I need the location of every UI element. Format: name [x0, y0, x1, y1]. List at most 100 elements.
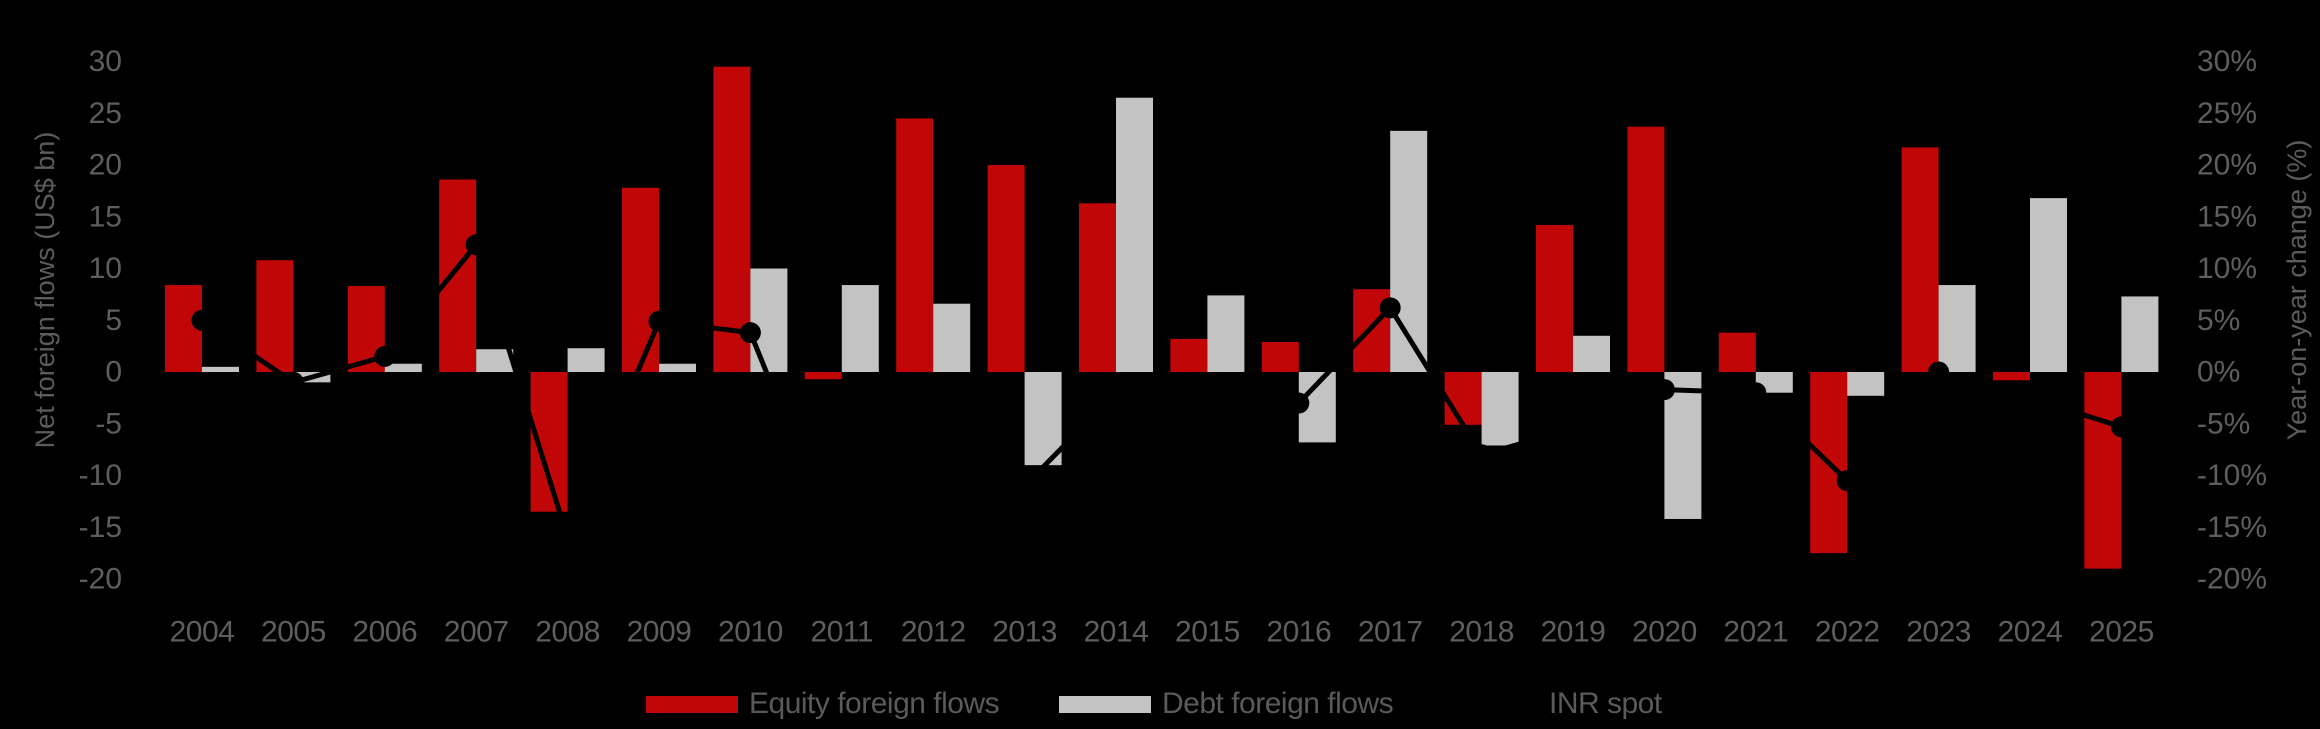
right-axis-tick-20: 20% [2197, 149, 2257, 182]
left-axis-tick--5: -5 [95, 407, 122, 440]
x-axis-label-2021: 2021 [1723, 616, 1788, 649]
right-axis-title: Year-on-year change (%) [2282, 140, 2312, 441]
equity-bar-2021 [1718, 332, 1756, 372]
x-axis-label-2008: 2008 [535, 616, 600, 649]
inr-spot-marker-2010 [739, 322, 761, 344]
equity-bar-2020 [1627, 126, 1665, 372]
inr-spot-marker-2009 [648, 310, 670, 332]
debt-bar-2024 [2030, 198, 2067, 372]
x-axis-label-2019: 2019 [1541, 616, 1606, 649]
x-axis-label-2005: 2005 [261, 616, 326, 649]
legend-label-equity: Equity foreign flows [749, 687, 1000, 720]
x-axis-label-2004: 2004 [170, 616, 235, 649]
left-axis-tick-30: 30 [89, 45, 122, 78]
x-axis-label-2020: 2020 [1632, 616, 1697, 649]
legend-item-debt: Debt foreign flows [1059, 686, 1394, 722]
inr-spot-marker-2013 [1014, 475, 1036, 497]
x-axis-label-2016: 2016 [1266, 616, 1331, 649]
x-axis-label-2022: 2022 [1815, 616, 1880, 649]
inr-spot-marker-2020 [1653, 379, 1675, 401]
inr-spot-marker-2025 [2110, 416, 2132, 438]
legend-label-debt: Debt foreign flows [1162, 687, 1394, 720]
x-axis-label-2024: 2024 [1998, 616, 2063, 649]
legend-swatch-debt-icon [1059, 695, 1151, 713]
x-axis-label-2017: 2017 [1358, 616, 1423, 649]
equity-bar-2009 [622, 187, 659, 372]
right-axis-tick-10: 10% [2197, 252, 2257, 285]
inr-spot-marker-2022 [1836, 470, 1858, 492]
equity-bar-2025 [2084, 372, 2122, 569]
equity-bar-2018 [1444, 372, 1482, 425]
inr-spot-marker-2016 [1288, 392, 1310, 414]
inr-spot-marker-2017 [1379, 297, 1401, 319]
inr-spot-marker-2011 [831, 547, 853, 569]
legend-swatch-equity-icon [646, 695, 738, 713]
equity-bar-2016 [1261, 341, 1299, 372]
inr-spot-marker-2014 [1105, 382, 1127, 404]
equity-bar-2019 [1536, 225, 1573, 372]
legend-item-inr-spot: INR spot [1458, 686, 1662, 722]
debt-bar-2015 [1207, 295, 1245, 372]
inr-spot-line [200, 242, 2123, 561]
equity-bar-2023 [1901, 147, 1939, 372]
debt-bar-2012 [933, 303, 971, 372]
debt-bar-2017 [1390, 130, 1428, 372]
right-axis-tick-0: 0% [2197, 356, 2240, 389]
right-axis-tick-30: 30% [2197, 45, 2257, 78]
debt-bar-2006 [384, 363, 422, 372]
inr-spot-marker-2021 [1745, 382, 1767, 404]
right-axis-tick--5: -5% [2197, 407, 2250, 440]
inr-spot-marker-2024 [2019, 387, 2041, 409]
equity-bar-2024 [1993, 372, 2030, 381]
equity-bar-2010 [713, 66, 751, 373]
left-axis-tick-5: 5 [105, 304, 122, 337]
debt-bar-2022 [1847, 372, 1885, 396]
debt-bar-2007 [476, 349, 514, 372]
x-axis-label-2013: 2013 [992, 616, 1057, 649]
inr-spot-marker-2008 [557, 527, 579, 549]
right-axis-tick-25: 25% [2197, 97, 2257, 130]
x-axis-label-2025: 2025 [2089, 616, 2154, 649]
x-axis-label-2015: 2015 [1175, 616, 1240, 649]
left-axis-tick-15: 15 [89, 200, 122, 233]
left-axis-tick--20: -20 [79, 563, 122, 596]
equity-bar-2011 [804, 372, 842, 380]
debt-bar-2008 [567, 348, 605, 372]
x-axis-label-2007: 2007 [444, 616, 509, 649]
legend-item-equity: Equity foreign flows [646, 686, 1000, 722]
equity-bar-2014 [1079, 203, 1116, 372]
debt-bar-2019 [1573, 335, 1610, 372]
equity-bar-2012 [896, 118, 934, 372]
left-axis-tick--15: -15 [79, 511, 122, 544]
x-axis-label-2012: 2012 [901, 616, 966, 649]
debt-bar-2009 [659, 363, 696, 372]
left-axis-title: Net foreign flows (US$ bn) [30, 132, 60, 449]
x-axis-label-2009: 2009 [627, 616, 692, 649]
chart-legend: Equity foreign flows Debt foreign flows … [0, 686, 2320, 722]
debt-bar-2004 [202, 366, 239, 372]
x-axis-label-2018: 2018 [1449, 616, 1514, 649]
left-axis-tick--10: -10 [79, 459, 122, 492]
debt-bar-2023 [1938, 285, 1976, 372]
inr-spot-marker-2006 [374, 345, 396, 367]
left-axis-tick-10: 10 [89, 252, 122, 285]
debt-bar-2014 [1116, 97, 1153, 372]
axis-ticks-group: 30 30% 25 25% 20 20% 15 15% 10 10% 5 5% 0 0% -5 -5% -10 -… [79, 45, 2267, 649]
inr-spot-marker-2004 [191, 309, 213, 331]
equity-bar-2013 [987, 165, 1025, 372]
legend-swatch-inr-line-icon [1458, 701, 1538, 707]
legend-label-inr-spot: INR spot [1549, 687, 1662, 720]
x-axis-label-2010: 2010 [718, 616, 783, 649]
inr-spot-marker-2023 [1928, 361, 1950, 383]
equity-bar-2007 [439, 179, 477, 372]
inr-spot-marker-2012 [922, 402, 944, 424]
inr-spot-marker-2015 [1196, 408, 1218, 430]
debt-bar-2011 [841, 285, 879, 372]
bars-group [165, 66, 2159, 569]
right-axis-tick-15: 15% [2197, 200, 2257, 233]
x-axis-label-2023: 2023 [1906, 616, 1971, 649]
left-axis-tick-20: 20 [89, 149, 122, 182]
right-axis-tick--15: -15% [2197, 511, 2267, 544]
